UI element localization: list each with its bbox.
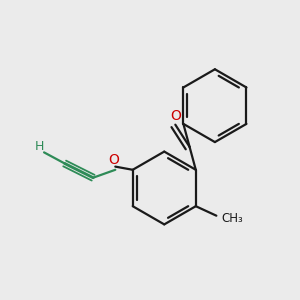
Text: CH₃: CH₃ — [221, 212, 243, 225]
Text: O: O — [108, 153, 119, 167]
Text: H: H — [34, 140, 44, 152]
Text: O: O — [170, 109, 181, 123]
